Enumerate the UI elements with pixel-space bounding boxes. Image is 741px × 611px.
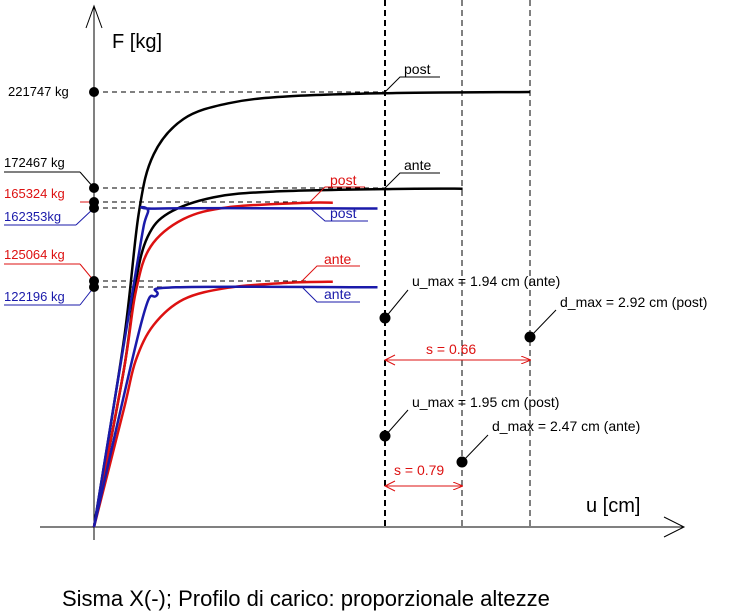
marker-162353 (89, 203, 99, 213)
series-line-2 (92, 201, 333, 528)
leader-blue-post (309, 207, 368, 222)
label-d-max-post: d_max = 2.92 cm (post) (560, 294, 707, 310)
series-line-5 (92, 285, 378, 528)
axis-markers (89, 87, 99, 292)
marker-172467 (89, 183, 99, 193)
series-label-leaders (301, 76, 440, 303)
series-label-blue-ante: ante (324, 286, 351, 302)
y-axis-label: F [kg] (112, 31, 162, 53)
force-label-122196: 122196 kg (4, 289, 65, 304)
x-axis-label: u [cm] (586, 495, 640, 517)
span-label-079: s = 0.79 (394, 462, 444, 478)
leader-black-ante (384, 172, 440, 189)
marker-221747 (89, 87, 99, 97)
annotation-points (379, 289, 557, 468)
force-label-165324: 165324 kg (4, 186, 65, 201)
series-line-4 (92, 280, 333, 528)
series-label-red-ante: ante (324, 251, 351, 267)
marker-122196 (89, 282, 99, 292)
force-labels: 221747 kg 172467 kg 165324 kg 162353kg 1… (4, 84, 95, 306)
label-u-max-ante: u_max = 1.94 cm (ante) (412, 273, 560, 289)
chart-title: Sisma X(-); Profilo di carico: proporzio… (62, 586, 550, 611)
label-u-max-post: u_max = 1.95 cm (post) (412, 394, 559, 410)
series-line-3 (92, 205, 378, 528)
span-labels: s = 0.66 s = 0.79 (394, 341, 476, 478)
force-label-125064: 125064 kg (4, 247, 65, 262)
label-d-max-ante: d_max = 2.47 cm (ante) (492, 418, 640, 434)
span-arrow-066-start (383, 354, 396, 366)
series-label-red-post: post (330, 172, 357, 188)
leader-red-post (309, 186, 365, 203)
series-label-blue-post: post (330, 205, 357, 221)
span-arrow-079-start (383, 480, 396, 492)
x-axis-arrow (663, 516, 686, 538)
leader-d-max-post (529, 309, 557, 338)
series-label-black-ante: ante (404, 157, 431, 173)
curves (92, 90, 530, 528)
series-labels: post ante post post ante ante (324, 61, 431, 302)
leader-u-max-ante (384, 289, 409, 319)
leader-black-post (384, 76, 440, 93)
span-label-066: s = 0.66 (426, 341, 476, 357)
force-label-172467: 172467 kg (4, 155, 65, 170)
leader-d-max-ante (461, 434, 489, 463)
leader-u-max-post (384, 409, 409, 437)
span-arrows (383, 354, 530, 492)
force-label-162353: 162353kg (4, 209, 61, 224)
leader-blue-ante (301, 286, 360, 303)
vertical-lines (384, 0, 531, 527)
force-label-221747: 221747 kg (8, 84, 69, 99)
annotation-labels: u_max = 1.94 cm (ante) d_max = 2.92 cm (… (412, 273, 707, 434)
y-axis-arrow (85, 4, 103, 29)
leader-red-ante (301, 265, 360, 282)
series-label-black-post: post (404, 61, 431, 77)
